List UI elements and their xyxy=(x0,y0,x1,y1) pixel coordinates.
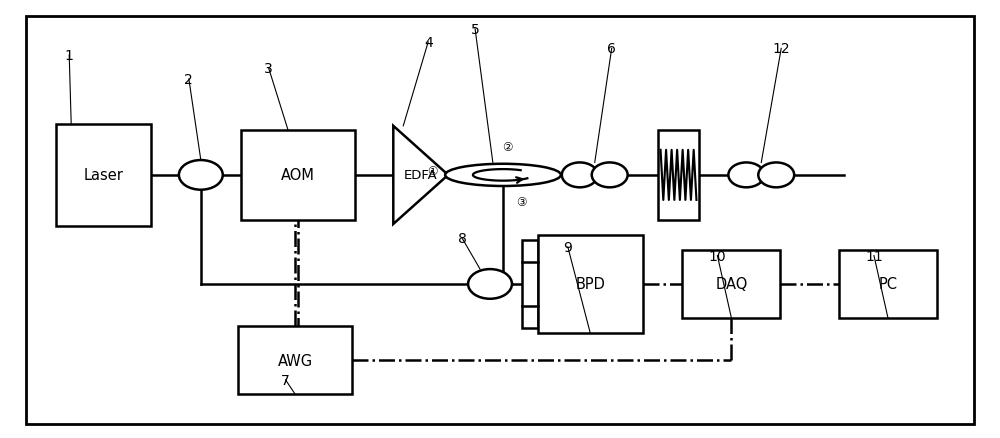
Ellipse shape xyxy=(179,161,223,190)
Text: 3: 3 xyxy=(264,62,273,76)
Bar xyxy=(682,251,780,318)
Bar xyxy=(238,327,352,394)
Text: ①: ① xyxy=(427,165,437,177)
Text: 1: 1 xyxy=(65,49,74,63)
Bar xyxy=(522,240,538,328)
Text: 12: 12 xyxy=(772,42,790,56)
Text: AOM: AOM xyxy=(281,168,315,183)
Text: EDFA: EDFA xyxy=(404,169,438,182)
Text: 8: 8 xyxy=(458,232,467,246)
Polygon shape xyxy=(393,127,448,224)
Text: 10: 10 xyxy=(709,249,726,263)
Bar xyxy=(538,235,643,333)
Ellipse shape xyxy=(758,163,794,188)
Text: 7: 7 xyxy=(281,373,290,387)
Ellipse shape xyxy=(592,163,628,188)
Text: DAQ: DAQ xyxy=(715,277,748,292)
Text: 6: 6 xyxy=(607,42,616,56)
Bar xyxy=(241,131,355,220)
Bar xyxy=(56,124,151,226)
Text: 5: 5 xyxy=(471,23,479,37)
Ellipse shape xyxy=(468,269,512,299)
Text: 4: 4 xyxy=(424,36,433,50)
Text: ②: ② xyxy=(502,141,513,153)
Bar xyxy=(839,251,937,318)
Text: 9: 9 xyxy=(563,240,572,254)
Text: BPD: BPD xyxy=(575,277,605,292)
Bar xyxy=(658,131,699,220)
Text: 11: 11 xyxy=(865,249,883,263)
Ellipse shape xyxy=(562,163,598,188)
Text: AWG: AWG xyxy=(278,353,313,368)
Ellipse shape xyxy=(445,164,561,187)
Text: ③: ③ xyxy=(516,195,527,208)
Ellipse shape xyxy=(728,163,764,188)
Text: PC: PC xyxy=(878,277,897,292)
Text: Laser: Laser xyxy=(84,168,124,183)
Text: 2: 2 xyxy=(184,73,193,87)
